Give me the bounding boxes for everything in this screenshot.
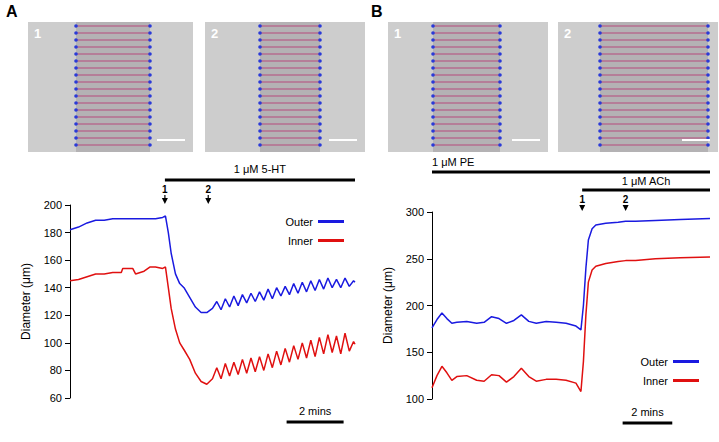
svg-text:250: 250 bbox=[406, 253, 424, 265]
svg-text:1: 1 bbox=[394, 26, 401, 41]
svg-text:1: 1 bbox=[34, 26, 41, 41]
svg-text:Inner: Inner bbox=[643, 375, 668, 387]
svg-text:80: 80 bbox=[50, 364, 62, 376]
svg-text:200: 200 bbox=[44, 199, 62, 211]
svg-text:2: 2 bbox=[623, 194, 629, 205]
svg-text:60: 60 bbox=[50, 392, 62, 404]
svg-text:200: 200 bbox=[406, 300, 424, 312]
svg-text:1: 1 bbox=[579, 194, 585, 205]
svg-text:120: 120 bbox=[44, 309, 62, 321]
svg-text:1 μM PE: 1 μM PE bbox=[432, 156, 474, 168]
svg-text:1: 1 bbox=[162, 184, 168, 195]
svg-text:Outer: Outer bbox=[640, 356, 668, 368]
svg-text:Diameter (μm): Diameter (μm) bbox=[381, 267, 395, 344]
svg-text:2: 2 bbox=[205, 184, 211, 195]
svg-text:1 μM ACh: 1 μM ACh bbox=[622, 175, 671, 187]
svg-text:100: 100 bbox=[44, 337, 62, 349]
svg-text:160: 160 bbox=[44, 254, 62, 266]
svg-text:100: 100 bbox=[406, 393, 424, 405]
svg-text:A: A bbox=[6, 3, 18, 20]
svg-text:Inner: Inner bbox=[288, 235, 313, 247]
svg-text:2 mins: 2 mins bbox=[631, 406, 664, 418]
svg-text:150: 150 bbox=[406, 346, 424, 358]
svg-text:2: 2 bbox=[211, 26, 218, 41]
svg-text:2: 2 bbox=[564, 26, 571, 41]
svg-text:1 μM 5-HT: 1 μM 5-HT bbox=[234, 163, 286, 175]
svg-text:Outer: Outer bbox=[285, 216, 313, 228]
svg-text:180: 180 bbox=[44, 227, 62, 239]
svg-text:300: 300 bbox=[406, 206, 424, 218]
svg-text:Diameter (μm): Diameter (μm) bbox=[19, 263, 33, 340]
svg-text:140: 140 bbox=[44, 282, 62, 294]
svg-text:2 mins: 2 mins bbox=[299, 405, 332, 417]
svg-text:B: B bbox=[371, 3, 383, 20]
